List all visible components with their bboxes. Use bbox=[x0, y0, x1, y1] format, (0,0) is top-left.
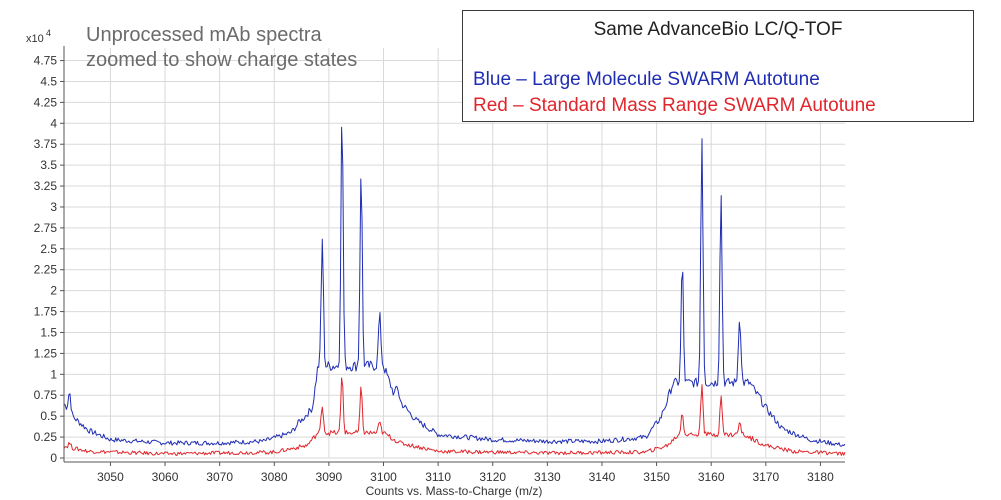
y-multiplier-exponent: 4 bbox=[46, 28, 51, 38]
legend-entry-blue: Blue – Large Molecule SWARM Autotune bbox=[473, 69, 820, 90]
y-tick-label: 1.5 bbox=[40, 325, 57, 339]
tick-labels: 0 0.25 0.5 0.75 1 1.25 1.5 1.75 2 2.25 2.5 2.75 3 3.2… bbox=[26, 28, 834, 498]
x-tick-label: 3090 bbox=[316, 470, 343, 484]
y-tick-label: 4.75 bbox=[34, 54, 58, 68]
x-tick-label: 3150 bbox=[643, 470, 670, 484]
series-line-red bbox=[63, 377, 846, 456]
legend-entry-red: Red – Standard Mass Range SWARM Autotune bbox=[473, 95, 876, 116]
y-tick-label: 1.25 bbox=[34, 346, 58, 360]
x-tick-label: 3080 bbox=[261, 470, 288, 484]
y-tick-label: 2.25 bbox=[34, 263, 58, 277]
y-tick-label: 4 bbox=[50, 116, 57, 130]
y-tick-label: 1.75 bbox=[34, 305, 58, 319]
x-tick-label: 3120 bbox=[479, 470, 506, 484]
y-tick-label: 2.75 bbox=[34, 221, 58, 235]
x-tick-label: 3060 bbox=[152, 470, 179, 484]
x-tick-label: 3050 bbox=[97, 470, 124, 484]
x-axis-title: Counts vs. Mass-to-Charge (m/z) bbox=[366, 484, 543, 498]
x-tick-label: 3070 bbox=[206, 470, 233, 484]
legend-title: Same AdvanceBio LC/Q-TOF bbox=[593, 19, 843, 40]
legend-box: Same AdvanceBio LC/Q-TOF Blue – Large Mo… bbox=[462, 10, 974, 122]
x-tick-label: 3130 bbox=[534, 470, 561, 484]
y-multiplier-label: x10 bbox=[26, 33, 44, 45]
y-tick-label: 2 bbox=[50, 284, 57, 298]
x-tick-label: 3160 bbox=[698, 470, 725, 484]
series-layer bbox=[63, 126, 846, 456]
annotation-line-1: Unprocessed mAb spectra bbox=[86, 24, 322, 46]
x-tick-label: 3110 bbox=[425, 470, 451, 484]
annotation-line-2: zoomed to show charge states bbox=[86, 49, 358, 71]
grid-lines bbox=[64, 48, 845, 459]
y-tick-label: 0.5 bbox=[40, 409, 57, 423]
x-tick-label: 3140 bbox=[589, 470, 616, 484]
y-tick-label: 4.5 bbox=[40, 74, 57, 88]
y-tick-label: 3 bbox=[50, 200, 57, 214]
axes bbox=[60, 46, 845, 466]
y-tick-label: 0.25 bbox=[34, 430, 58, 444]
y-tick-label: 2.5 bbox=[40, 242, 57, 256]
y-tick-label: 4.25 bbox=[34, 95, 58, 109]
y-tick-label: 3.25 bbox=[34, 179, 58, 193]
y-tick-label: 0 bbox=[50, 451, 57, 465]
y-tick-label: 1 bbox=[50, 367, 57, 381]
y-tick-label: 0.75 bbox=[34, 388, 58, 402]
x-tick-label: 3100 bbox=[370, 470, 397, 484]
x-tick-label: 3170 bbox=[752, 470, 779, 484]
y-tick-label: 3.5 bbox=[40, 158, 57, 172]
x-tick-label: 3180 bbox=[807, 470, 834, 484]
series-line-blue bbox=[63, 126, 846, 447]
y-tick-label: 3.75 bbox=[34, 137, 58, 151]
